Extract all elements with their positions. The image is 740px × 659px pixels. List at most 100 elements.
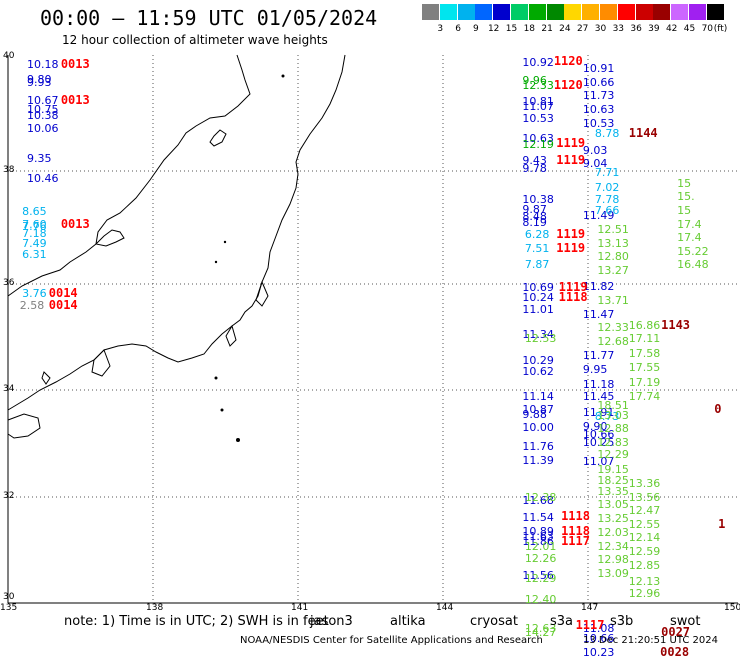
pass-time-label: 1117 <box>575 617 605 632</box>
satellite-cryosat: cryosat <box>470 614 518 629</box>
shikoku <box>7 413 41 439</box>
legend-swatch <box>511 4 528 20</box>
wave-height-reading: 18.25 <box>597 474 629 488</box>
lat-label-40: 40 <box>3 51 15 61</box>
lat-label-38: 38 <box>3 165 15 175</box>
wave-height-reading: 18.51 <box>597 399 629 413</box>
wave-height-reading: 13.09 <box>597 566 629 580</box>
wave-height-reading: 11.73 <box>582 89 615 103</box>
wave-height-reading: 10.81 <box>522 94 554 108</box>
wave-height-reading: 10.53 <box>522 112 554 126</box>
legend-tick-label: 21 <box>541 24 553 34</box>
wave-height-reading: 12.85 <box>628 558 661 572</box>
legend-tick-label: 36 <box>630 24 642 34</box>
wave-height-reading: 7.18 <box>22 226 47 240</box>
wave-height-reading: 7.66 <box>594 203 620 217</box>
honshu-west-coast <box>7 54 251 297</box>
wave-height-reading: 13.27 <box>597 263 629 277</box>
wave-height-reading: 9.78 <box>522 161 547 175</box>
pass-time-label: 1 <box>718 516 726 531</box>
lon-label-144: 144 <box>436 603 454 613</box>
legend-swatch <box>422 4 439 20</box>
wave-height-reading: 17.11 <box>628 332 661 346</box>
legend-swatch <box>564 4 582 20</box>
pass-time-label: 1119 <box>556 241 586 256</box>
island-hachijo <box>236 438 240 442</box>
awaji-island <box>41 371 51 385</box>
wave-height-reading: 12.13 <box>628 575 661 589</box>
wave-height-reading: 10.29 <box>522 354 554 368</box>
wave-height-reading: 12.38 <box>524 490 557 504</box>
lon-label-138: 138 <box>146 603 164 613</box>
wave-height-reading: 10.00 <box>522 421 554 435</box>
japan-coastline <box>7 54 346 439</box>
legend-tick-label: 70 <box>701 24 714 34</box>
wave-height-reading: 9.93 <box>27 75 52 89</box>
wave-height-reading: 13.13 <box>597 236 629 250</box>
satellite-s3a: s3a <box>550 614 574 629</box>
pass-time-label: 1117 <box>561 534 590 549</box>
lon-label-135: 135 <box>0 603 18 613</box>
wave-height-reading: 12.63 <box>524 621 557 635</box>
legend-swatch <box>617 4 635 20</box>
wave-height-reading: 7.78 <box>594 192 620 206</box>
legend-tick-label: 42 <box>665 24 678 34</box>
wave-height-reading: 11.08 <box>582 621 615 635</box>
island-miyake <box>220 408 224 412</box>
wave-height-reading: 10.46 <box>27 172 59 186</box>
legend-swatch <box>457 4 475 20</box>
altimeter-map <box>7 54 738 604</box>
pass-time-label: 1119 <box>556 227 586 242</box>
wave-height-reading: 11.68 <box>522 494 554 508</box>
legend-tick-label: 18 <box>523 24 536 34</box>
wave-height-reading: 10.18 <box>27 57 59 71</box>
satellite-s3b: s3b <box>610 614 634 629</box>
wave-height-reading: 15. <box>677 190 695 204</box>
lat-label-34: 34 <box>3 384 15 394</box>
wave-height-reading: 10.63 <box>522 131 554 145</box>
legend-tick-label: 6 <box>455 24 461 34</box>
wave-height-reading: 15.22 <box>677 244 709 258</box>
wave-height-reading: 10.67 <box>27 93 59 107</box>
wave-height-reading: 11.49 <box>582 209 615 223</box>
wave-height-reading: 10.87 <box>522 403 554 417</box>
wave-height-reading: 15 <box>677 203 692 217</box>
wave-height-reading: 3.76 <box>22 286 47 300</box>
wave-height-reading: 11.14 <box>522 389 554 403</box>
wave-height-reading: 13.03 <box>597 408 629 422</box>
wave-height-reading: 7.71 <box>594 165 620 179</box>
wave-height-reading: 11.07 <box>582 455 615 469</box>
wave-height-reading: 11.56 <box>522 568 554 582</box>
pass-time-label: 0 <box>714 402 722 417</box>
wave-height-reading: 15 <box>677 176 692 190</box>
generation-timestamp: 13 Dec 21:20:51 UTC 2024 <box>583 635 718 646</box>
wave-height-reading: 8.48 <box>522 210 547 224</box>
legend-tick-label: 33 <box>612 24 625 34</box>
wave-height-reading: 11.82 <box>582 280 615 294</box>
wave-height-reading: 12.14 <box>628 531 661 545</box>
pass-time-label: 1118 <box>561 508 590 523</box>
wave-height-reading: 12.29 <box>597 448 629 462</box>
wave-height-reading: 9.80 <box>27 72 52 86</box>
lon-label-141: 141 <box>291 603 309 613</box>
footer-note: note: 1) Time is in UTC; 2) SWH is in fe… <box>64 614 329 629</box>
wave-height-reading: 11.91 <box>582 405 615 419</box>
legend-tick-label: 9 <box>473 24 479 34</box>
legend-tick-label: 27 <box>576 24 589 34</box>
wave-height-reading: 9.43 <box>522 153 547 167</box>
wave-height-reading: 12.55 <box>628 517 661 531</box>
pass-time-label: 1120 <box>553 78 583 93</box>
pass-time-label: 1119 <box>556 136 586 151</box>
wave-height-reading: 12.98 <box>597 553 629 567</box>
wave-height-reading: 9.88 <box>522 407 547 421</box>
wave-height-reading: 17.4 <box>677 231 702 245</box>
wave-height-reading: 12.83 <box>597 435 629 449</box>
legend-tick-label: 30 <box>594 24 607 34</box>
island-small <box>281 74 285 78</box>
graticule <box>8 55 738 603</box>
honshu-east-coast <box>7 54 346 411</box>
wave-height-reading: 12.40 <box>524 592 557 606</box>
pass-time-label: 1120 <box>553 54 583 69</box>
pass-time-label: 1144 <box>628 126 658 141</box>
wave-height-reading: 11.18 <box>582 377 615 391</box>
